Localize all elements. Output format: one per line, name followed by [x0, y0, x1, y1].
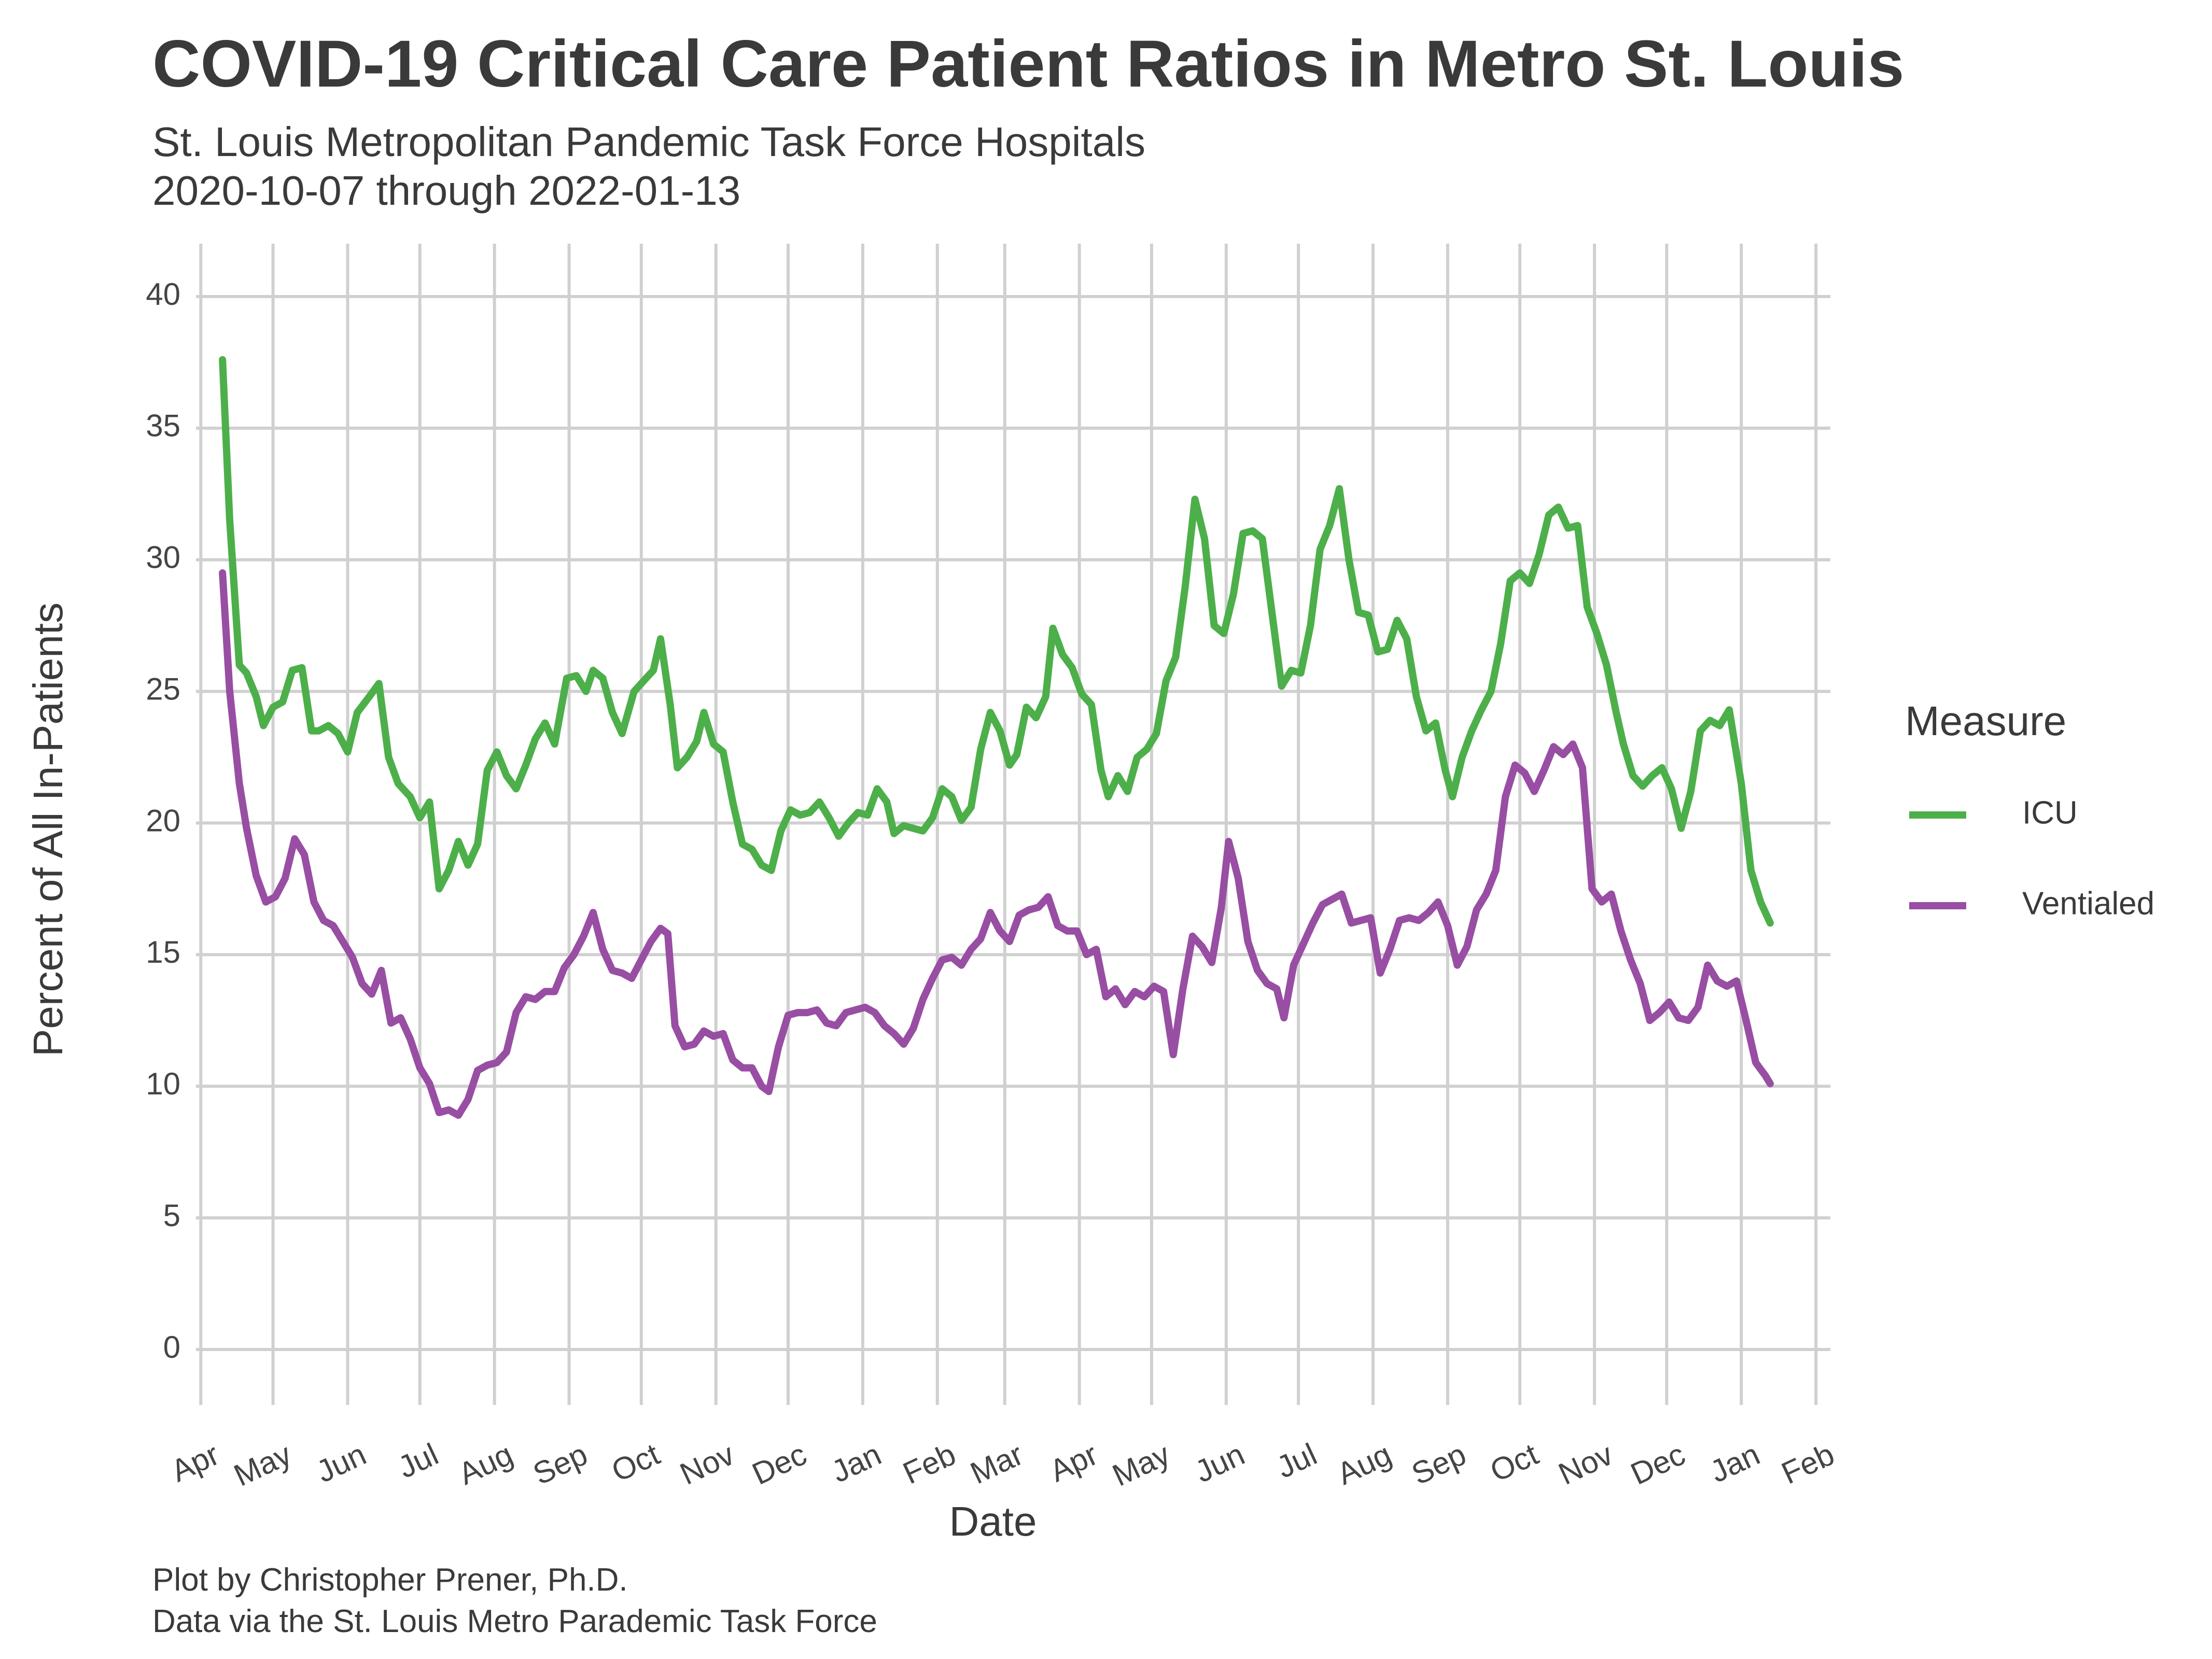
x-tick-label: Dec [1626, 1437, 1690, 1492]
x-axis-label: Date [949, 1498, 1037, 1544]
y-tick-label: 30 [146, 540, 180, 575]
x-tick-label: Aug [453, 1437, 518, 1492]
y-tick-label: 25 [146, 671, 180, 706]
series-line-icu [219, 356, 1774, 927]
series-line-ventialed [219, 569, 1774, 1119]
y-tick-label: 35 [146, 409, 180, 443]
x-tick-label: Oct [606, 1437, 665, 1488]
y-tick-labels: 0 5 10 15 20 25 30 35 40 [146, 277, 180, 1365]
y-tick-label: 40 [146, 277, 180, 312]
x-tick-label: May [1107, 1437, 1175, 1493]
x-tick-label: Sep [1406, 1437, 1471, 1492]
x-tick-label: Feb [898, 1437, 961, 1491]
chart-subtitle-line-1: St. Louis Metropolitan Pandemic Task For… [152, 119, 1145, 165]
legend-title: Measure [1905, 698, 2066, 744]
y-axis-label: Percent of All In-Patients [25, 602, 71, 1057]
legend-label: ICU [2022, 795, 2078, 831]
caption-line-1: Plot by Christopher Prener, Ph.D. [152, 1562, 628, 1598]
x-tick-label: Jun [1189, 1437, 1250, 1489]
y-tick-label: 5 [163, 1198, 180, 1233]
y-gridlines [196, 295, 1830, 1351]
chart-subtitle-line-2: 2020-10-07 through 2022-01-13 [152, 167, 741, 214]
legend: Measure ICU Ventialed [1905, 698, 2154, 921]
x-tick-label: Sep [528, 1437, 593, 1492]
x-tick-label: Aug [1332, 1437, 1396, 1492]
chart-title: COVID-19 Critical Care Patient Ratios in… [152, 27, 1905, 101]
x-tick-label: Jul [1271, 1437, 1322, 1485]
legend-items: ICU Ventialed [1909, 795, 2154, 921]
y-tick-label: 15 [146, 935, 180, 969]
y-tick-label: 20 [146, 803, 180, 838]
x-tick-label: Jan [1705, 1437, 1765, 1489]
x-tick-label: Dec [747, 1437, 811, 1492]
x-tick-label: Jan [826, 1437, 886, 1489]
caption-line-2: Data via the St. Louis Metro Parademic T… [152, 1604, 877, 1639]
x-tick-label: Mar [965, 1437, 1028, 1491]
x-tick-label: Apr [166, 1437, 225, 1488]
x-gridlines [199, 244, 1818, 1405]
x-tick-label: Apr [1044, 1437, 1103, 1488]
x-tick-label: May [229, 1437, 297, 1493]
y-tick-label: 0 [163, 1330, 180, 1365]
x-tick-label: Feb [1776, 1437, 1840, 1491]
y-tick-label: 10 [146, 1066, 180, 1101]
series-lines [219, 356, 1774, 1119]
x-tick-label: Jul [393, 1437, 443, 1485]
x-tick-label: Nov [675, 1437, 739, 1492]
x-tick-label: Nov [1553, 1437, 1618, 1492]
x-tick-label: Oct [1485, 1437, 1544, 1488]
legend-label: Ventialed [2022, 885, 2154, 921]
x-tick-labels: Apr May Jun Jul Aug Sep Oct Nov Dec Jan Feb Mar Apr M… [166, 1437, 1840, 1493]
x-tick-label: Jun [311, 1437, 371, 1489]
